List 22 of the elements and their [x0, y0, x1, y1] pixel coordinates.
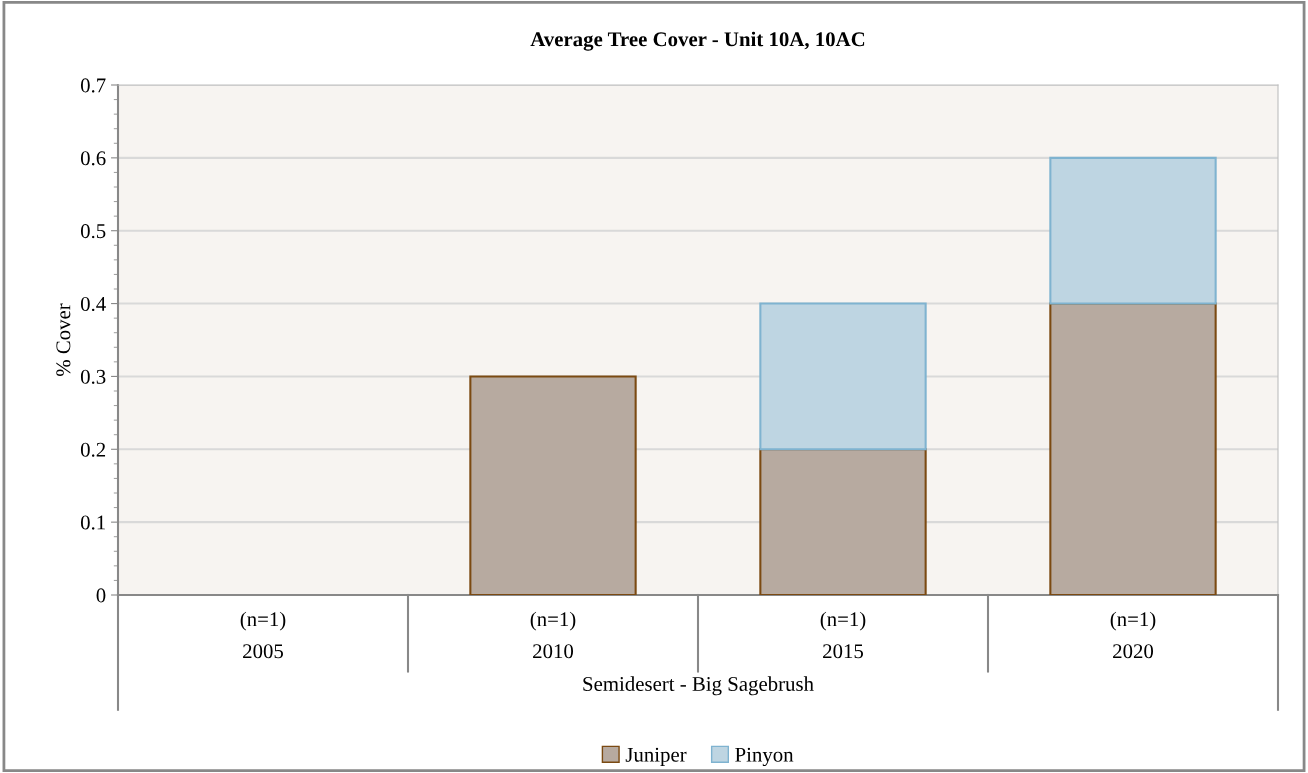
y-tick-label: 0.6 [80, 151, 106, 166]
bar [469, 375, 637, 595]
y-axis-title: % Cover [56, 303, 71, 377]
x-tick-label: (n=1) 2020 [1110, 611, 1156, 659]
y-tick-label: 0.2 [80, 442, 106, 457]
bar [1049, 156, 1217, 305]
x-tick-label: (n=1) 2005 [240, 611, 286, 659]
y-tick-label: 0 [96, 588, 106, 603]
y-tick-label: 0.3 [80, 369, 106, 384]
legend-label: Pinyon [735, 747, 794, 767]
x-tick-label: (n=1) 2015 [820, 611, 866, 659]
legend-label: Juniper [625, 747, 687, 766]
bar [1049, 302, 1217, 595]
y-tick-label: 0.7 [80, 78, 106, 93]
bar [759, 302, 927, 451]
x-axis-title: Semidesert - Big Sagebrush [583, 676, 814, 696]
bar [759, 448, 927, 595]
y-tick-label: 0.5 [80, 224, 106, 239]
y-tick-label: 0.4 [80, 296, 106, 312]
chart-title: Average Tree Cover - Unit 10A, 10AC [530, 31, 865, 51]
x-tick-label: (n=1) 2010 [530, 611, 576, 659]
y-tick-label: 0.1 [80, 515, 105, 530]
